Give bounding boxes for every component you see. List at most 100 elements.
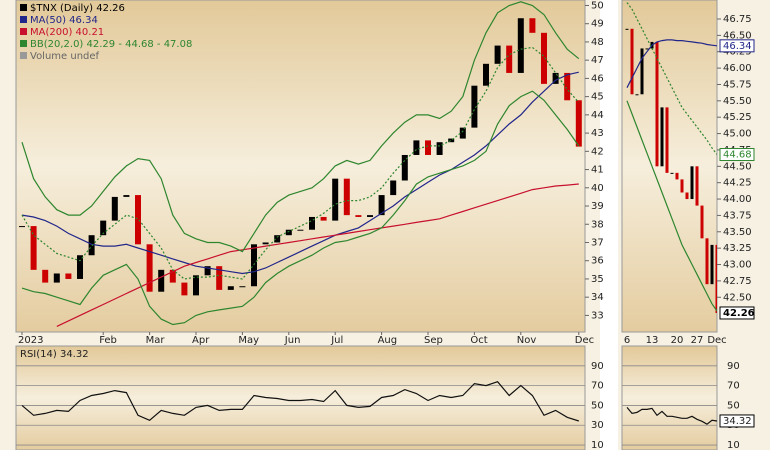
zoom-panel xyxy=(621,0,718,333)
bollinger-middle xyxy=(626,2,717,155)
candle xyxy=(675,172,679,180)
y-tick-label: 39 xyxy=(591,201,604,212)
candle xyxy=(680,179,684,193)
candle xyxy=(552,72,559,84)
y-tick-label: 90 xyxy=(727,361,740,372)
rsi-panel xyxy=(15,345,586,450)
candle xyxy=(436,142,443,155)
candle xyxy=(181,282,188,296)
last-value-box xyxy=(719,306,755,320)
y-tick-label: 44.25 xyxy=(723,178,752,189)
candle xyxy=(297,229,304,231)
y-tick-label: 45.00 xyxy=(723,129,752,140)
y-tick-label: 44.50 xyxy=(723,161,752,172)
y-tick-label: 43.00 xyxy=(723,260,752,271)
candle xyxy=(135,195,141,245)
x-tick-label: Mar xyxy=(146,335,166,346)
y-tick-label: 30 xyxy=(591,420,604,431)
candle xyxy=(204,266,211,276)
y-tick-label: 44.00 xyxy=(723,194,752,205)
last-value-box xyxy=(719,148,755,162)
candle xyxy=(655,41,659,167)
rsi-last-label: 34.32 xyxy=(723,416,752,427)
bollinger-lower xyxy=(21,90,580,326)
candle xyxy=(640,48,644,95)
last-value-label: 42.26 xyxy=(723,308,755,319)
y-tick-label: 50 xyxy=(591,400,604,411)
bollinger-upper xyxy=(21,1,580,253)
candle xyxy=(645,48,649,50)
candle xyxy=(343,178,350,216)
x-tick-label: May xyxy=(238,335,259,346)
candle xyxy=(483,63,489,86)
rsi-zoom-panel xyxy=(621,345,718,450)
candle xyxy=(320,216,327,221)
candle xyxy=(459,127,466,139)
y-tick-label: 37 xyxy=(591,237,604,248)
legend-swatch xyxy=(20,28,27,35)
candle xyxy=(625,28,629,30)
rsi-title: RSI(14) 34.32 xyxy=(20,349,89,360)
zoom-plot xyxy=(625,2,717,313)
candle xyxy=(123,195,130,197)
candle xyxy=(355,215,362,217)
y-tick-label: 10 xyxy=(591,440,604,450)
y-tick-label: 45.25 xyxy=(723,112,752,123)
moving-average xyxy=(21,71,579,275)
last-value-box xyxy=(719,39,755,53)
y-tick-label: 47 xyxy=(591,55,604,66)
candle xyxy=(700,205,704,239)
candle xyxy=(685,192,689,200)
candle xyxy=(529,18,536,33)
candle xyxy=(169,269,176,283)
candle xyxy=(53,273,60,283)
candle xyxy=(506,45,513,73)
candle xyxy=(401,154,408,181)
candle xyxy=(42,269,49,283)
candle xyxy=(193,275,199,296)
legend-entry: MA(50) 46.34 xyxy=(30,15,98,26)
candle xyxy=(541,32,547,84)
candle xyxy=(158,269,165,292)
y-tick-label: 42.75 xyxy=(723,276,752,287)
candle xyxy=(575,100,582,147)
y-tick-label: 46.50 xyxy=(723,30,752,41)
price-panel xyxy=(15,0,586,333)
y-tick-label: 34 xyxy=(591,292,604,303)
legend-swatch xyxy=(20,16,27,23)
candle xyxy=(390,180,397,196)
x-tick-label: Oct xyxy=(470,335,487,346)
candle xyxy=(146,244,153,292)
rsi-line xyxy=(21,381,579,422)
legend-swatch xyxy=(20,40,27,47)
candle xyxy=(378,195,385,216)
y-tick-label: 42.50 xyxy=(723,292,752,303)
y-tick-label: 42 xyxy=(591,146,604,157)
rsi-zoom-line xyxy=(626,407,718,425)
x-tick-label: Dec xyxy=(575,335,594,346)
candle xyxy=(630,28,634,95)
x-tick-label: Dec xyxy=(707,335,726,346)
moving-average xyxy=(626,39,717,88)
x-tick-label: Jul xyxy=(330,335,343,346)
legend-entry: $TNX (Daily) 42.26 xyxy=(30,3,125,14)
y-tick-label: 70 xyxy=(727,381,740,392)
candle xyxy=(690,166,694,200)
y-tick-label: 43.75 xyxy=(723,210,752,221)
candle xyxy=(425,140,431,155)
candle xyxy=(695,166,699,206)
x-tick-label: Apr xyxy=(192,335,210,346)
y-tick-label: 10 xyxy=(727,440,740,450)
candle xyxy=(239,286,246,288)
candle xyxy=(471,85,478,128)
bollinger-lower xyxy=(626,100,717,312)
candle xyxy=(274,235,281,243)
y-tick-label: 49 xyxy=(591,19,604,30)
y-tick-label: 50 xyxy=(727,400,740,411)
legend-entry: MA(200) 40.21 xyxy=(30,27,104,38)
y-tick-label: 36 xyxy=(591,256,604,267)
y-tick-label: 45.50 xyxy=(723,96,752,107)
candle xyxy=(262,242,269,245)
axes: 33 34 35 36 37 38 39 40 41 42 43 44 45 46 47 48 49 50 2023… xyxy=(16,0,755,450)
